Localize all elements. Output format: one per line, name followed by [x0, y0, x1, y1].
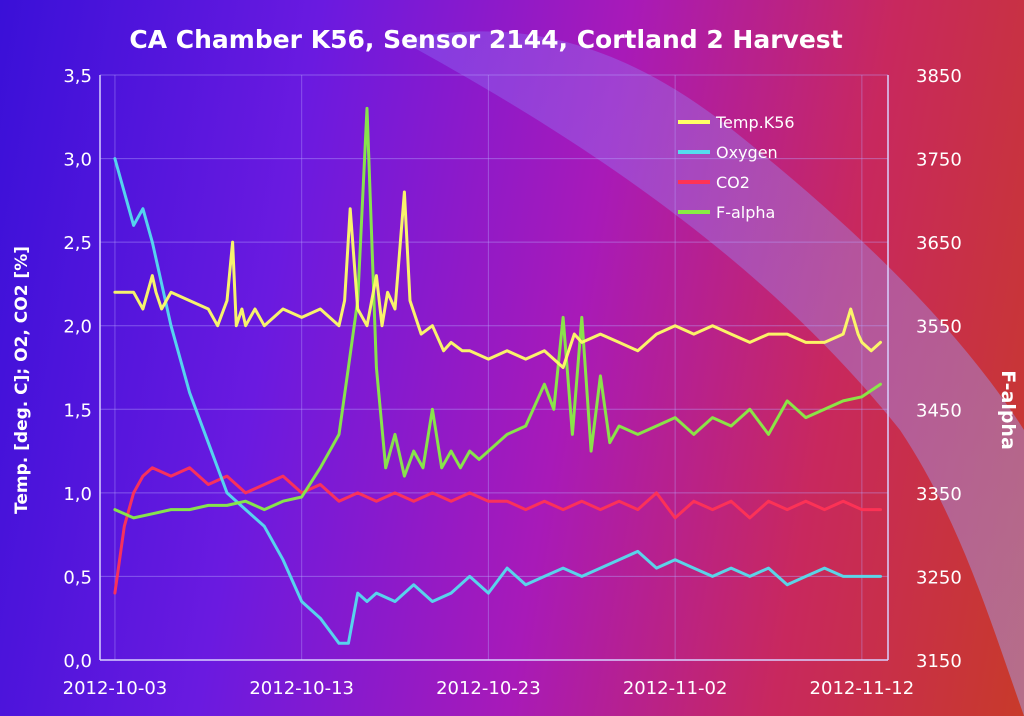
tick-labels: 0,0 0,5 1,0 1,5 2,0 2,5 3,0 3,5 3150 3250 3350 3450…	[63, 66, 962, 699]
x-tick-label: 2012-11-12	[810, 678, 915, 699]
legend-label: Oxygen	[716, 143, 778, 162]
axes	[99, 75, 889, 661]
legend-label: CO2	[716, 173, 750, 192]
y2-tick-label: 3350	[916, 484, 962, 505]
y2-tick-label: 3850	[916, 66, 962, 87]
y-tick-label: 3,0	[63, 150, 92, 171]
x-tick-label: 2012-10-13	[249, 678, 354, 699]
y2-tick-label: 3750	[916, 150, 962, 171]
y-tick-label: 2,5	[63, 233, 92, 254]
y2-tick-label: 3550	[916, 317, 962, 338]
series-lines	[113, 106, 882, 645]
y-tick-label: 2,0	[63, 317, 92, 338]
y2-tick-label: 3250	[916, 567, 962, 588]
y-tick-label: 0,5	[63, 567, 92, 588]
chart-title: CA Chamber K56, Sensor 2144, Cortland 2 …	[129, 25, 842, 54]
y-axis-label: Temp. [deg. C]; O2, CO2 [%]	[12, 246, 32, 514]
y2-tick-label: 3150	[916, 651, 962, 672]
legend-label: Temp.K56	[715, 113, 795, 132]
y2-axis-label: F-alpha	[997, 370, 1019, 450]
y-tick-label: 0,0	[63, 651, 92, 672]
y2-tick-label: 3650	[916, 233, 962, 254]
series-line-co2	[113, 466, 882, 595]
series-line-oxygen	[113, 157, 882, 645]
background-glare	[400, 31, 1024, 716]
x-tick-label: 2012-10-03	[63, 678, 168, 699]
y2-tick-label: 3450	[916, 400, 962, 421]
y-tick-label: 1,5	[63, 400, 92, 421]
x-tick-label: 2012-10-23	[436, 678, 541, 699]
y-tick-label: 1,0	[63, 484, 92, 505]
series-line-temp-k56	[113, 190, 882, 369]
x-tick-label: 2012-11-02	[623, 678, 728, 699]
legend: Temp.K56 Oxygen CO2 F-alpha	[678, 113, 795, 222]
y-tick-label: 3,5	[63, 66, 92, 87]
series-line-f-alpha	[113, 106, 882, 520]
legend-label: F-alpha	[716, 203, 775, 222]
